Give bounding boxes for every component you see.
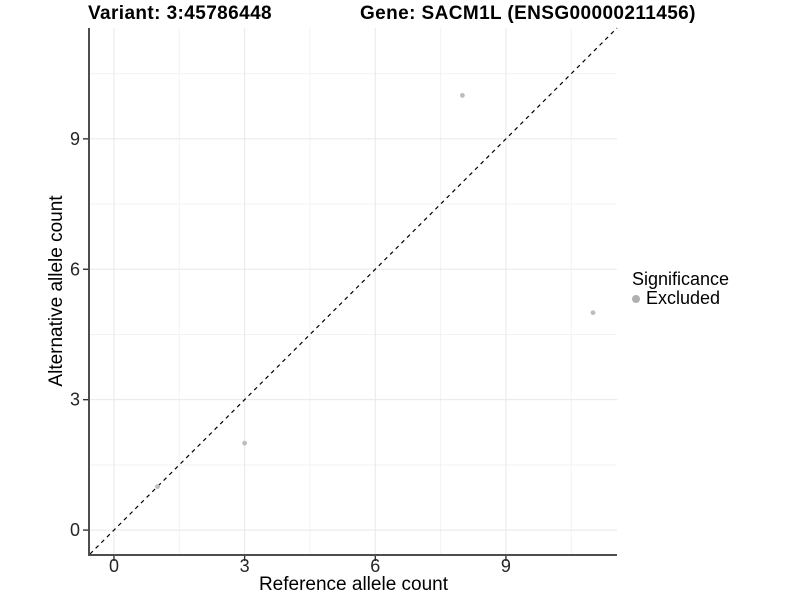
data-point: [459, 92, 465, 98]
data-point: [155, 484, 160, 490]
y-tick-label: 9: [70, 129, 80, 149]
grid-major: [90, 28, 617, 554]
identity-reference-line: [89, 27, 618, 555]
grid-minor: [90, 28, 617, 554]
x-tick-label: 6: [370, 556, 380, 576]
plot-title-variant: Variant: 3:45786448: [88, 3, 272, 24]
x-axis-title: Reference allele count: [258, 574, 449, 595]
tick-labels: 0 3 6 9 0 3 6 9: [70, 129, 511, 576]
y-tick-label: 6: [70, 259, 80, 279]
y-tick-label: 3: [70, 390, 80, 410]
y-axis-title: Alternative allele count: [46, 195, 67, 387]
x-tick-label: 9: [501, 556, 511, 576]
legend-item-label: Excluded: [646, 288, 721, 308]
data-point: [590, 310, 596, 316]
legend-title: Significance: [632, 269, 730, 289]
data-points: [155, 92, 596, 490]
data-point: [242, 440, 248, 446]
legend-item-excluded: Excluded: [632, 289, 729, 308]
legend: Significance Excluded: [632, 269, 729, 308]
y-tick-label: 0: [70, 520, 80, 540]
axis-lines: [88, 28, 617, 556]
axis-ticks: [83, 138, 507, 561]
legend-point-icon: [632, 294, 640, 303]
plot-title-gene: Gene: SACM1L (ENSG00000211456): [360, 3, 696, 24]
x-tick-label: 0: [109, 556, 119, 576]
x-tick-label: 3: [240, 556, 250, 576]
